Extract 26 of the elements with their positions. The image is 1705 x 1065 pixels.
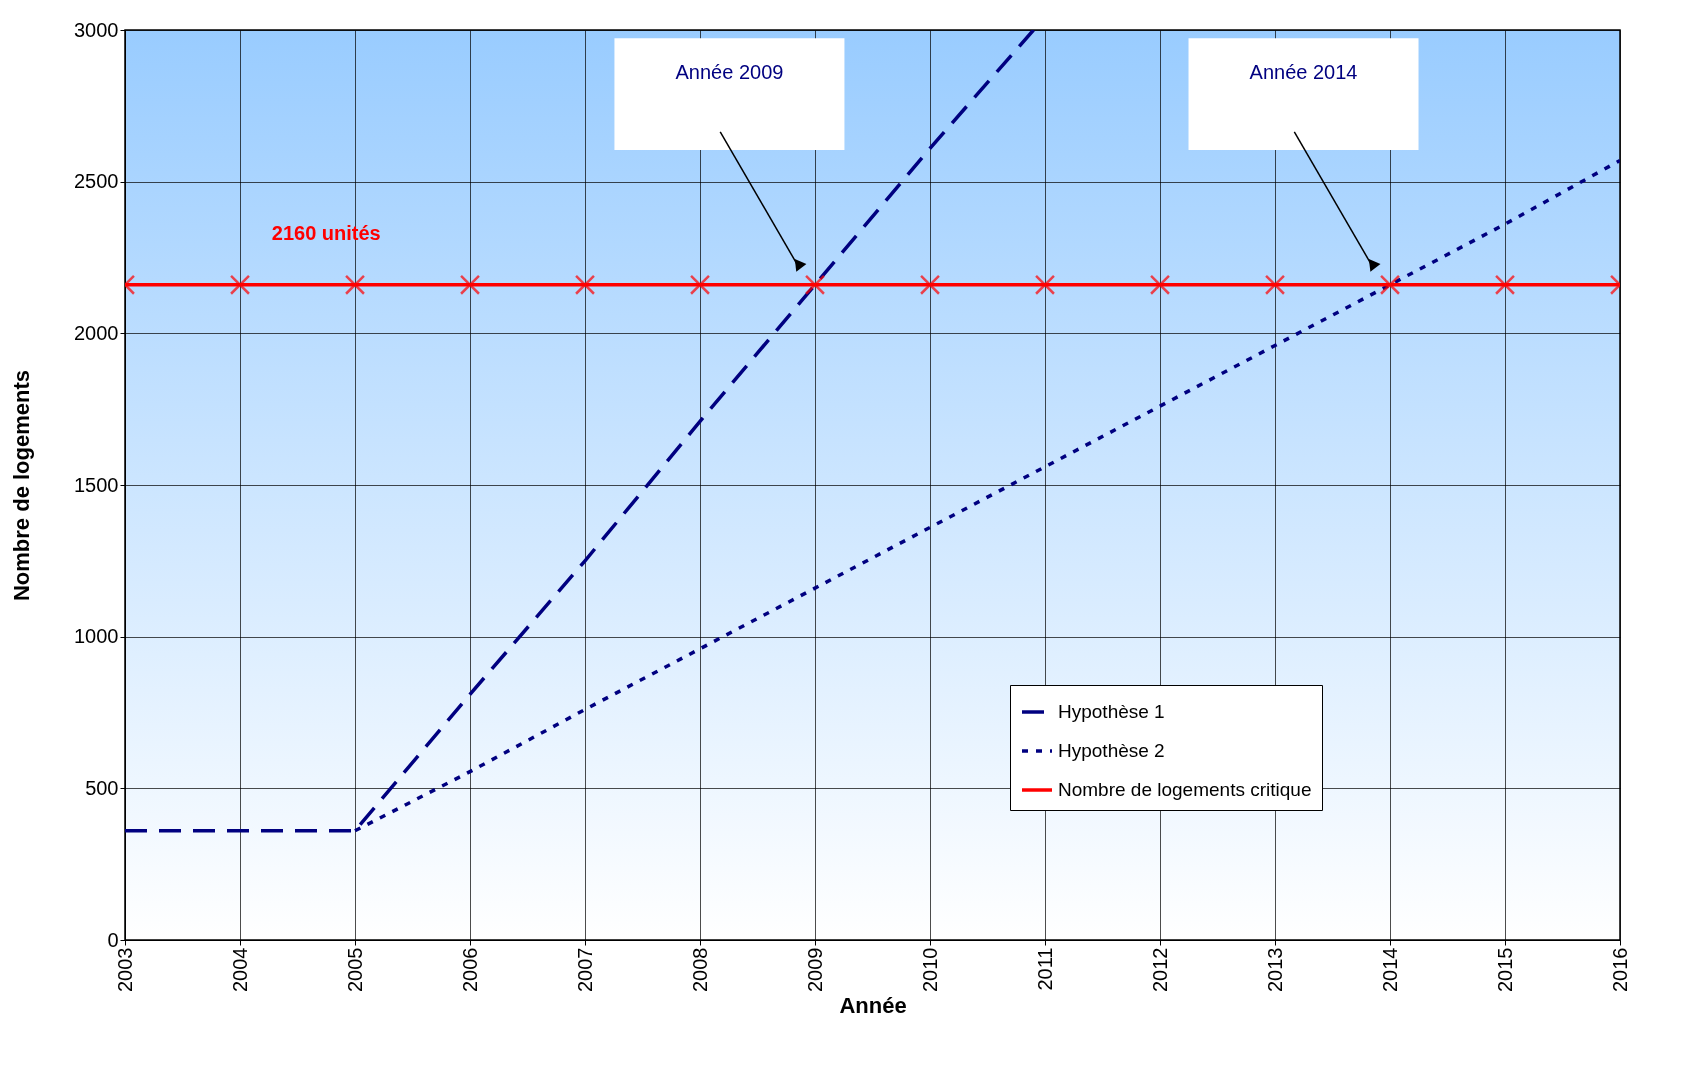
x-tick-label: 2012 <box>1148 947 1171 992</box>
x-tick-label: 2008 <box>688 947 711 992</box>
legend-label: Hypothèse 2 <box>1058 740 1165 761</box>
y-tick-label: 500 <box>85 776 119 799</box>
x-tick-label: 2006 <box>458 947 481 992</box>
x-tick-label: 2004 <box>228 947 251 992</box>
y-axis-title: Nombre de logements <box>9 369 35 602</box>
x-tick-label: 2011 <box>1033 947 1056 991</box>
y-tick-label: 1000 <box>74 625 119 648</box>
x-tick-label: 2005 <box>343 947 366 992</box>
y-tick-label: 2500 <box>74 170 119 193</box>
x-tick-label: 2015 <box>1493 947 1516 992</box>
x-axis-title: Année <box>839 992 907 1018</box>
legend-label: Nombre de logements critique <box>1058 779 1312 800</box>
y-tick-label: 2000 <box>74 321 119 344</box>
x-tick-label: 2009 <box>803 947 826 992</box>
x-tick-label: 2014 <box>1378 947 1401 992</box>
x-tick-label: 2013 <box>1263 947 1286 992</box>
x-tick-label: 2016 <box>1608 947 1631 992</box>
y-tick-label: 3000 <box>74 18 119 41</box>
x-tick-label: 2007 <box>573 947 596 992</box>
y-tick-label: 1500 <box>74 473 119 496</box>
x-tick-label: 2010 <box>918 947 941 992</box>
annotation: Année 2014 <box>1249 60 1358 83</box>
legend-label: Hypothèse 1 <box>1058 701 1165 722</box>
annotation: Année 2009 <box>675 60 784 83</box>
